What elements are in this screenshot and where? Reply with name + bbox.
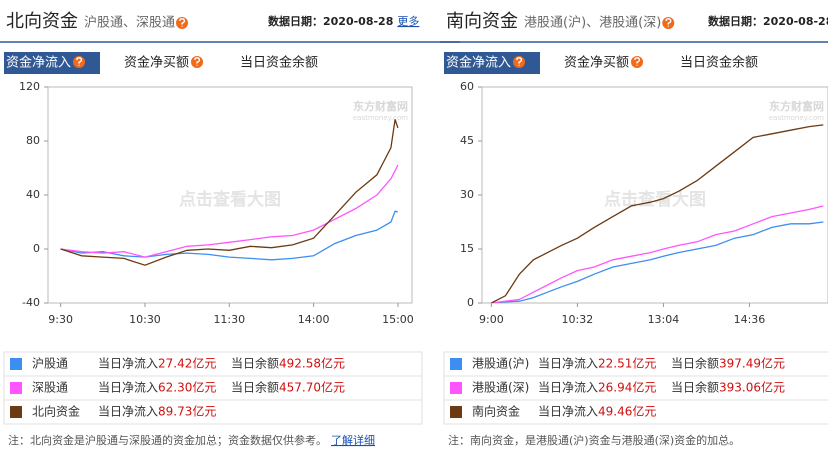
note: 注：南向资金，是港股通(沪)资金与港股通(深)资金的加总。 xyxy=(448,433,740,447)
flow-value: 22.51亿元 xyxy=(598,356,656,371)
watermark: 点击查看大图 xyxy=(179,189,281,210)
logo: 东方财富网 xyxy=(353,99,408,113)
x-tick-label: 15:00 xyxy=(382,313,414,326)
series-line xyxy=(491,205,824,303)
watermark: 点击查看大图 xyxy=(604,189,706,210)
legend-swatch xyxy=(450,406,462,418)
legend-row xyxy=(443,375,828,401)
y-tick-label: 120 xyxy=(19,80,40,93)
balance-value: 492.58亿元 xyxy=(279,356,345,371)
legend-name: 港股通(深) xyxy=(472,381,529,395)
flow-label: 当日净流入 xyxy=(538,381,598,395)
legend-swatch xyxy=(10,406,22,418)
flow-value: 26.94亿元 xyxy=(598,380,656,395)
flow-label: 当日净流入 xyxy=(98,405,158,419)
legend-name: 南向资金 xyxy=(472,404,520,419)
legend-row xyxy=(443,399,828,425)
x-tick-label: 11:30 xyxy=(213,313,245,326)
data-date: 数据日期：2020-08-28 xyxy=(268,14,393,28)
y-tick-label: -40 xyxy=(22,296,40,309)
flow-label: 当日净流入 xyxy=(98,357,158,371)
panel-subtitle: 港股通(沪)、港股通(深) xyxy=(524,15,661,31)
tab[interactable]: 资金净流入 xyxy=(6,55,71,71)
legend-swatch xyxy=(10,358,22,370)
legend-swatch xyxy=(450,382,462,394)
y-tick-label: 80 xyxy=(26,134,40,147)
legend-name: 北向资金 xyxy=(32,404,80,419)
logo: 东方财富网 xyxy=(769,99,824,113)
help-icon-glyph xyxy=(194,57,201,66)
legend-row xyxy=(443,351,828,377)
y-tick-label: 15 xyxy=(460,242,474,255)
help-icon-glyph xyxy=(665,18,672,27)
help-icon-glyph xyxy=(634,57,641,66)
logo-sub: eastmoney.com xyxy=(353,114,408,122)
tab[interactable]: 当日资金余额 xyxy=(680,55,758,71)
balance-label: 当日余额 xyxy=(671,380,719,395)
y-tick-label: 0 xyxy=(467,296,474,309)
x-tick-label: 9:30 xyxy=(48,313,73,326)
flow-value: 49.46亿元 xyxy=(598,404,656,419)
x-tick-label: 10:32 xyxy=(562,313,594,326)
help-icon-glyph xyxy=(76,57,83,66)
legend-swatch xyxy=(450,358,462,370)
legend-swatch xyxy=(10,382,22,394)
y-tick-label: 45 xyxy=(460,134,474,147)
balance-value: 457.70亿元 xyxy=(279,380,345,395)
y-tick-label: 30 xyxy=(460,188,474,201)
tab[interactable]: 当日资金余额 xyxy=(240,55,318,71)
x-tick-label: 13:04 xyxy=(648,313,680,326)
flow-value: 89.73亿元 xyxy=(158,404,216,419)
x-tick-label: 14:36 xyxy=(734,313,766,326)
legend-row xyxy=(3,399,423,425)
panel-title: 北向资金 xyxy=(6,11,78,32)
y-tick-label: 40 xyxy=(26,188,40,201)
flow-value: 62.30亿元 xyxy=(158,380,216,395)
note: 注：北向资金是沪股通与深股通的资金加总；资金数据仅供参考。 xyxy=(8,433,327,447)
balance-label: 当日余额 xyxy=(231,356,279,371)
flow-label: 当日净流入 xyxy=(98,381,158,395)
legend-name: 深股通 xyxy=(32,381,68,395)
note-link[interactable]: 了解详细 xyxy=(331,433,375,447)
tab[interactable]: 资金净流入 xyxy=(446,55,511,71)
y-tick-label: 0 xyxy=(33,242,40,255)
x-tick-label: 10:30 xyxy=(129,313,161,326)
series-line xyxy=(60,164,399,258)
more-link[interactable]: 更多 xyxy=(397,14,419,28)
balance-value: 393.06亿元 xyxy=(719,380,785,395)
panel-title: 南向资金 xyxy=(446,11,518,32)
balance-label: 当日余额 xyxy=(671,356,719,371)
legend-name: 港股通(沪) xyxy=(472,357,529,371)
tab[interactable]: 资金净买额 xyxy=(124,55,189,71)
help-icon-glyph xyxy=(179,18,186,27)
panel-subtitle: 沪股通、深股通 xyxy=(84,15,175,31)
series-line xyxy=(491,221,824,303)
tab[interactable]: 资金净买额 xyxy=(564,55,629,71)
legend-row xyxy=(3,351,423,377)
x-tick-label: 9:00 xyxy=(479,313,504,326)
balance-label: 当日余额 xyxy=(231,380,279,395)
balance-value: 397.49亿元 xyxy=(719,356,785,371)
series-line xyxy=(60,210,399,261)
flow-label: 当日净流入 xyxy=(538,357,598,371)
y-tick-label: 60 xyxy=(460,80,474,93)
data-date: 数据日期：2020-08-28 xyxy=(708,14,828,28)
legend-name: 沪股通 xyxy=(32,357,68,371)
flow-value: 27.42亿元 xyxy=(158,356,216,371)
series-line xyxy=(491,124,824,303)
x-tick-label: 14:00 xyxy=(298,313,330,326)
logo-sub: eastmoney.com xyxy=(769,114,824,122)
help-icon-glyph xyxy=(516,57,523,66)
flow-label: 当日净流入 xyxy=(538,405,598,419)
legend-row xyxy=(3,375,423,401)
series-line xyxy=(60,119,399,266)
